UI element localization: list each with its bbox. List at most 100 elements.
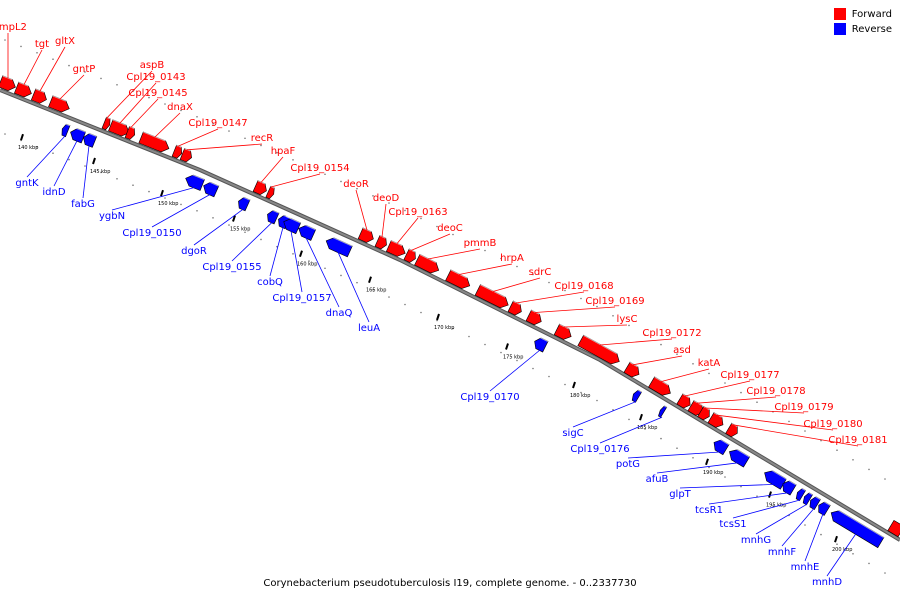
gene-label: asd xyxy=(673,345,691,356)
track-dot xyxy=(596,399,598,402)
gene-arrow xyxy=(238,196,251,212)
gene-arrow xyxy=(267,209,280,225)
track-dot xyxy=(660,437,662,440)
gene-mnhE xyxy=(818,499,831,516)
gene-leader xyxy=(708,492,789,505)
track-dot xyxy=(228,224,230,226)
gene-leader xyxy=(515,291,585,304)
gene-hrpA xyxy=(445,269,471,289)
gene-leader xyxy=(59,74,85,100)
track-dot xyxy=(724,476,726,478)
gene-dnaQ xyxy=(298,222,317,241)
gene-label: glpT xyxy=(669,489,691,500)
gene-label: Cpl19_0143 xyxy=(126,72,185,83)
gene-highlight xyxy=(716,436,730,446)
gene-Cpl19_0176 xyxy=(658,404,668,418)
gene-Cpl19_0169 xyxy=(525,309,542,326)
gene-leader xyxy=(270,173,321,188)
gene-leader xyxy=(563,324,628,328)
gene-leuA xyxy=(325,234,353,258)
track-dot xyxy=(692,363,694,365)
track-dot xyxy=(116,84,118,86)
track-dot xyxy=(164,197,166,199)
gene-leader xyxy=(290,230,303,293)
track-dot xyxy=(708,372,710,375)
gene-leader xyxy=(572,401,637,428)
gene-highlight xyxy=(240,195,251,201)
gene-leader xyxy=(458,263,513,275)
gene-leader xyxy=(826,533,857,577)
kbp-tick xyxy=(436,313,440,321)
gene-afuB xyxy=(729,445,751,468)
track-dot xyxy=(820,533,822,536)
track-dot xyxy=(180,109,182,112)
kbp-tick xyxy=(368,276,372,284)
gene-highlight xyxy=(300,222,317,231)
track-dot xyxy=(484,343,486,346)
track-dot xyxy=(628,324,630,327)
gene-arrow xyxy=(534,337,549,353)
gene-leader xyxy=(410,233,451,251)
gene-Cpl19_0163 xyxy=(385,239,406,257)
track-dot xyxy=(708,466,710,469)
gene-edge xyxy=(887,519,900,538)
gene-label: fabG xyxy=(71,199,95,210)
gene-leader xyxy=(489,349,541,392)
track-dot xyxy=(100,171,102,174)
gene-label: lysC xyxy=(617,314,638,325)
gene-Cpl19_0143 xyxy=(108,119,130,137)
kbp-tick xyxy=(160,189,164,197)
gene-label: tcsS1 xyxy=(719,519,746,530)
track-dot xyxy=(388,296,390,298)
gene-label: Cpl19_0177 xyxy=(720,370,779,381)
gene-label: Cpl19_0145 xyxy=(128,88,187,99)
kbp-tick xyxy=(92,157,96,165)
gene-leader xyxy=(337,251,370,323)
gene-label: deoD xyxy=(373,193,400,204)
gene-highlight xyxy=(72,125,87,133)
gene-label: cobQ xyxy=(257,277,283,288)
gene-mnhG xyxy=(802,490,814,506)
kbp-label: 150 kbp xyxy=(158,201,178,207)
gene-mnhD xyxy=(830,506,885,549)
track-dot xyxy=(404,209,406,212)
gene-Cpl19_0157 xyxy=(283,215,302,235)
track-dot xyxy=(292,253,294,255)
gene-label: potG xyxy=(616,459,640,470)
track-dot xyxy=(388,202,390,204)
track-dot xyxy=(340,180,342,183)
track-dot xyxy=(884,572,886,574)
kbp-label: 155 kbp xyxy=(230,227,250,233)
track-dot xyxy=(148,190,150,193)
track-dot xyxy=(612,315,614,317)
gene-leader xyxy=(679,484,775,489)
track-dot xyxy=(836,449,838,452)
gene-highlight xyxy=(143,131,166,142)
gene-leader xyxy=(804,513,824,562)
gene-leader xyxy=(177,128,219,147)
gene-dgoR xyxy=(238,195,251,212)
track-dot xyxy=(116,178,118,180)
kbp-label: 185 kbp xyxy=(637,425,657,431)
gene-leader xyxy=(427,248,481,260)
track-dot xyxy=(468,335,470,338)
track-dot xyxy=(580,391,582,394)
track-dot xyxy=(516,359,518,362)
kbp-label: 200 kbp xyxy=(832,547,852,553)
kbp-tick xyxy=(639,413,643,421)
gene-leader xyxy=(26,135,66,178)
gene-leader xyxy=(154,112,181,138)
gene-label: Cpl19_0176 xyxy=(570,444,629,455)
gene-label: sdrC xyxy=(529,267,552,278)
gene-Cpl19_0180 xyxy=(707,411,724,428)
gene-label: Cpl19_0169 xyxy=(585,296,644,307)
kbp-tick xyxy=(705,458,709,466)
gene-leader xyxy=(755,503,808,535)
gene-label: Cpl19_0172 xyxy=(642,328,701,339)
gene-label: deoC xyxy=(437,223,463,234)
gene-label: hpaF xyxy=(271,146,296,157)
gene-gntK xyxy=(61,122,71,138)
gene-highlight xyxy=(713,411,723,418)
gene-leader xyxy=(53,140,78,187)
gene-highlight xyxy=(379,234,387,239)
